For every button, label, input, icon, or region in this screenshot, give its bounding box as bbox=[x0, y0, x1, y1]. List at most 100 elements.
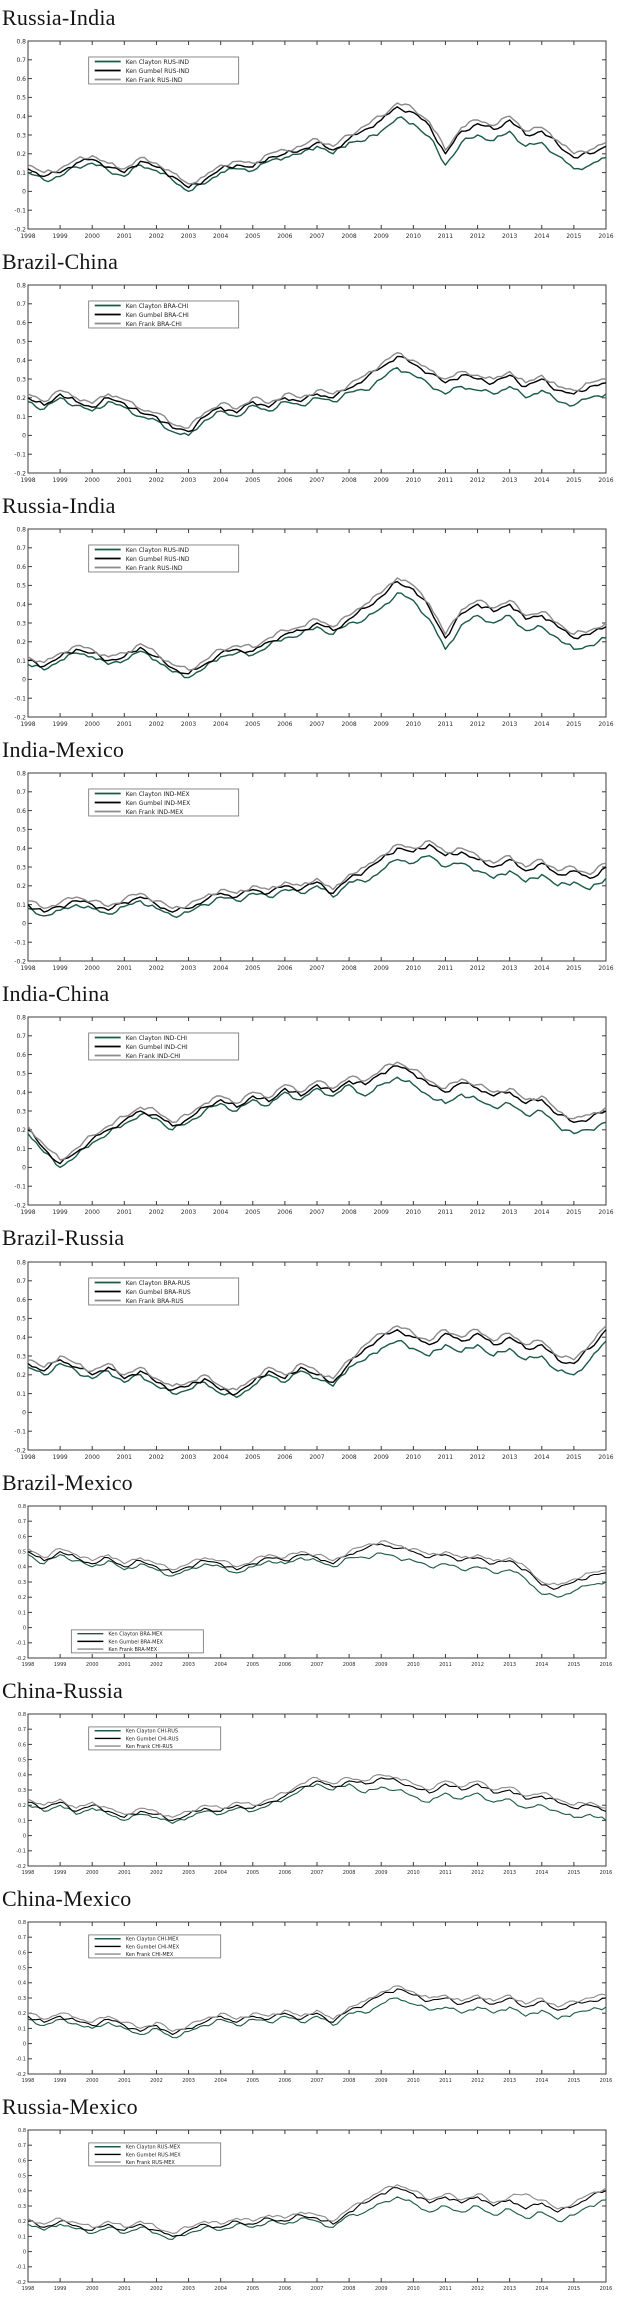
legend-label: Ken Gumbel BRA-CHI bbox=[126, 312, 189, 319]
chart-title: India-China bbox=[2, 981, 110, 1007]
x-tick-label: 2009 bbox=[374, 721, 389, 728]
series-line-clayton bbox=[27, 855, 607, 919]
series-line-gumbel bbox=[27, 106, 607, 189]
legend: Ken Clayton IND-MEX Ken Gumbel IND-MEX Ken… bbox=[88, 788, 240, 817]
x-tick-label: 2006 bbox=[277, 1454, 292, 1461]
x-tick-label: 2004 bbox=[214, 1870, 227, 1876]
y-tick-label: 0.5 bbox=[18, 1549, 26, 1555]
x-tick-label: 2015 bbox=[568, 1870, 581, 1876]
x-tick-label: 2016 bbox=[600, 2286, 613, 2292]
chart-section-rus-ind-2: Russia-India 0.8 0.7 0.6 0.5 0.4 0.3 0.2 0.1 0 -0… bbox=[0, 494, 617, 732]
y-tick-label: 0.4 bbox=[18, 1772, 26, 1778]
x-tick-label: 2008 bbox=[341, 965, 356, 972]
x-tick-label: 1999 bbox=[54, 1662, 67, 1668]
y-tick-label: 0.7 bbox=[16, 1034, 26, 1041]
x-tick-label: 2007 bbox=[311, 2286, 324, 2292]
x-tick-label: 2007 bbox=[309, 477, 324, 484]
x-tick-label: 2012 bbox=[471, 2286, 484, 2292]
y-tick-label: -0.2 bbox=[14, 1203, 26, 1210]
legend-label: Ken Clayton RUS-IND bbox=[126, 59, 190, 66]
x-tick-label: 2013 bbox=[502, 721, 517, 728]
legend-label: Ken Gumbel RUS-IND bbox=[126, 68, 190, 75]
x-tick-label: 2012 bbox=[470, 477, 485, 484]
legend-label: Ken Frank RUS-MEX bbox=[126, 2160, 176, 2166]
y-tick-label: -0.1 bbox=[16, 2265, 26, 2271]
x-tick-label: 2005 bbox=[246, 2286, 259, 2292]
legend: Ken Clayton RUS-IND Ken Gumbel RUS-IND Ken… bbox=[88, 544, 240, 573]
series-line-frank bbox=[27, 1985, 607, 2032]
x-tick-label: 2003 bbox=[182, 2286, 195, 2292]
y-tick-label: -0.2 bbox=[14, 226, 26, 233]
x-tick-label: 2008 bbox=[341, 477, 356, 484]
x-tick-label: 2012 bbox=[470, 965, 485, 972]
legend-label: Ken Clayton BRA-MEX bbox=[108, 1631, 163, 1637]
x-tick-label: 2003 bbox=[181, 965, 196, 972]
x-tick-label: 2011 bbox=[438, 1454, 453, 1461]
y-tick-label: 0.8 bbox=[16, 527, 26, 534]
y-tick-label: 0.1 bbox=[16, 902, 26, 909]
y-tick-label: -0.1 bbox=[16, 2057, 26, 2063]
x-tick-label: 2001 bbox=[117, 965, 132, 972]
series-line-clayton bbox=[27, 1076, 607, 1169]
x-tick-label: 1998 bbox=[22, 1870, 35, 1876]
x-tick-label: 2014 bbox=[534, 1454, 549, 1461]
x-tick-label: 2009 bbox=[375, 1870, 388, 1876]
x-tick-label: 2002 bbox=[150, 2078, 163, 2084]
y-tick-label: 0.6 bbox=[16, 564, 26, 571]
x-tick-label: 1999 bbox=[52, 965, 67, 972]
y-tick-label: 0.7 bbox=[18, 2143, 26, 2149]
legend-label: Ken Clayton BRA-CHI bbox=[126, 303, 189, 310]
legend-label: Ken Gumbel BRA-RUS bbox=[126, 1288, 191, 1295]
x-tick-label: 2000 bbox=[85, 965, 100, 972]
x-tick-label: 2004 bbox=[214, 1662, 227, 1668]
x-tick-label: 2014 bbox=[535, 2286, 548, 2292]
series-line-clayton bbox=[27, 2196, 607, 2240]
x-tick-label: 2010 bbox=[407, 2286, 420, 2292]
y-tick-label: 0.5 bbox=[18, 1965, 26, 1971]
legend-label: Ken Frank IND-CHI bbox=[126, 1053, 181, 1060]
y-tick-label: 0 bbox=[22, 189, 26, 196]
x-tick-label: 2012 bbox=[471, 2078, 484, 2084]
legend: Ken Clayton CHI-MEX Ken Gumbel CHI-MEX Ken… bbox=[88, 1934, 222, 1959]
x-tick-label: 2001 bbox=[117, 721, 132, 728]
chart-title: India-Mexico bbox=[2, 737, 125, 763]
legend: Ken Clayton BRA-MEX Ken Gumbel BRA-MEX Ken… bbox=[70, 1629, 204, 1653]
x-tick-label: 2016 bbox=[598, 477, 613, 484]
y-tick-label: 0.4 bbox=[18, 1981, 26, 1987]
x-tick-label: 1999 bbox=[52, 721, 67, 728]
x-tick-label: 2000 bbox=[85, 477, 100, 484]
series-line-clayton bbox=[27, 1552, 607, 1598]
x-tick-label: 1998 bbox=[20, 477, 35, 484]
y-tick-label: 0.7 bbox=[16, 301, 26, 308]
y-tick-label: -0.2 bbox=[16, 2280, 26, 2286]
chart-title: Russia-Mexico bbox=[2, 2093, 138, 2119]
x-tick-label: 2006 bbox=[279, 2286, 292, 2292]
x-tick-label: 2004 bbox=[213, 721, 228, 728]
y-tick-label: 0.3 bbox=[18, 1580, 26, 1586]
chart-section-rus-mex: Russia-Mexico 0.8 0.7 0.6 0.5 0.4 0.3 0.2 0.1 0 -… bbox=[0, 2095, 617, 2297]
y-tick-label: -0.1 bbox=[14, 940, 26, 947]
x-tick-label: 2010 bbox=[406, 965, 421, 972]
y-tick-label: -0.2 bbox=[14, 1447, 26, 1454]
copula-charts-page: Russia-India 0.8 0.7 0.6 0.5 0.4 0.3 0.2 0.1 0 -0… bbox=[0, 6, 617, 2297]
series-line-gumbel bbox=[27, 1988, 607, 2035]
y-tick-label: 0.6 bbox=[16, 808, 26, 815]
x-tick-label: 2006 bbox=[277, 965, 292, 972]
x-tick-label: 2015 bbox=[566, 233, 581, 240]
x-tick-label: 2009 bbox=[375, 2078, 388, 2084]
x-tick-label: 2003 bbox=[181, 1209, 196, 1216]
x-tick-label: 2012 bbox=[470, 1454, 485, 1461]
y-tick-label: 0.7 bbox=[16, 545, 26, 552]
series-line-frank bbox=[27, 1324, 607, 1391]
y-tick-label: 0.4 bbox=[18, 1564, 26, 1570]
y-tick-label: 0.5 bbox=[16, 339, 26, 346]
y-tick-label: 0.2 bbox=[18, 2011, 26, 2017]
x-tick-label: 1999 bbox=[54, 1870, 67, 1876]
x-tick-label: 2015 bbox=[568, 2078, 581, 2084]
x-tick-label: 2007 bbox=[309, 721, 324, 728]
